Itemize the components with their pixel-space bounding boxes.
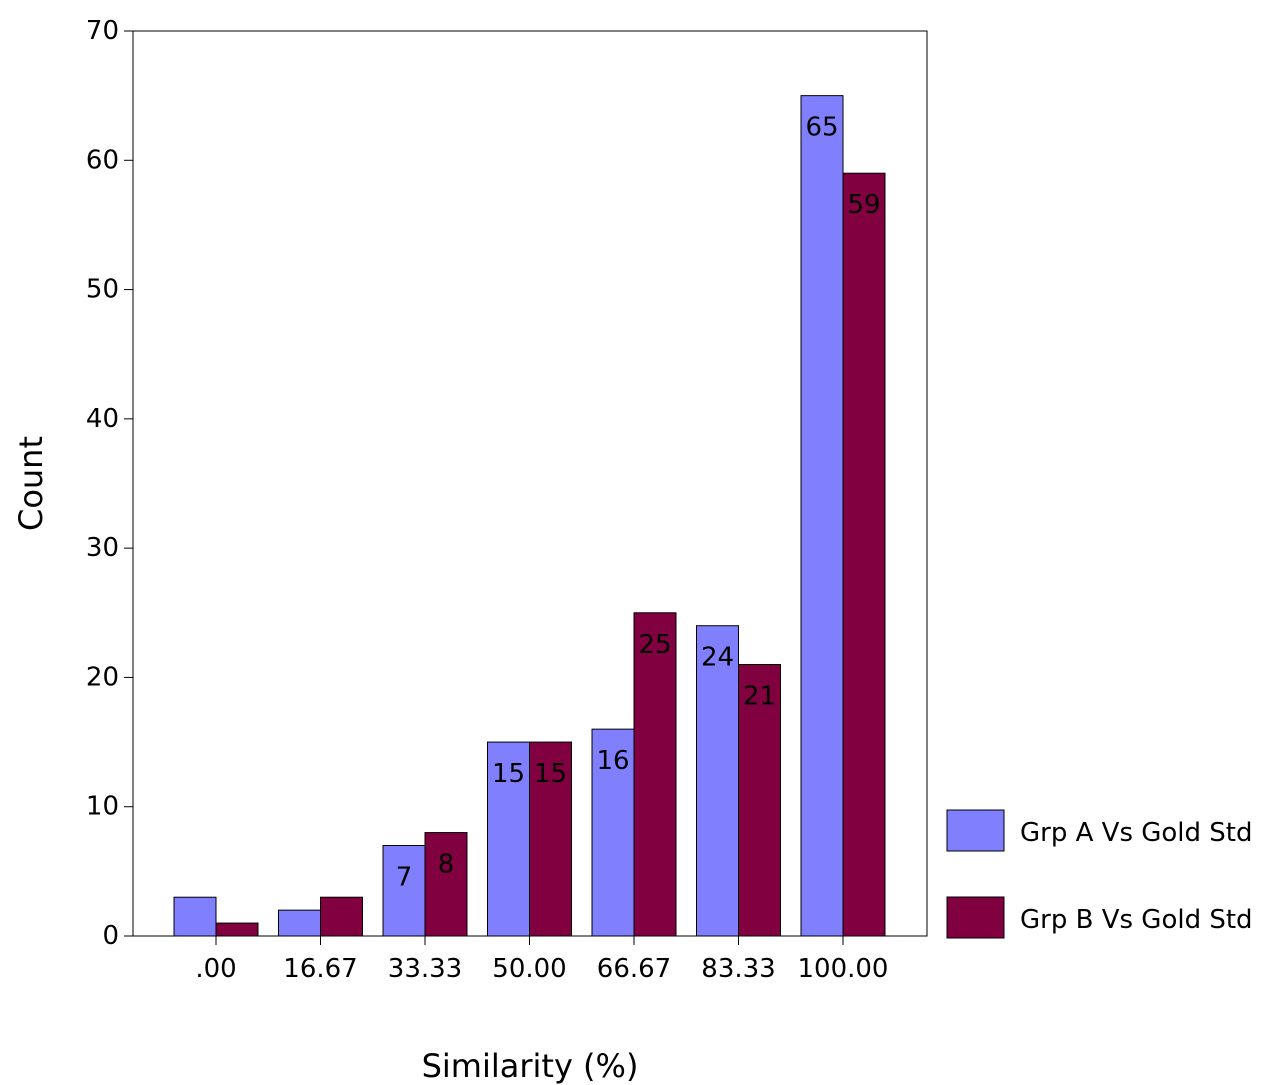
bar (591, 728, 635, 937)
bar (320, 896, 363, 937)
bar (800, 95, 844, 937)
data-label: 59 (847, 190, 880, 220)
bar (738, 664, 781, 937)
data-label: 24 (701, 643, 734, 673)
y-tick-label: 60 (86, 145, 119, 175)
bar (215, 922, 259, 937)
y-tick-label: 0 (102, 921, 119, 951)
data-label: 65 (805, 113, 838, 143)
x-tick-label: 16.67 (283, 954, 357, 984)
data-label: 7 (396, 863, 413, 893)
data-label: 8 (438, 850, 455, 880)
y-tick-label: 20 (86, 662, 119, 692)
y-axis: 0 10 20 30 40 50 60 70 (86, 16, 133, 951)
bar (173, 896, 217, 937)
data-label: 25 (638, 630, 671, 660)
x-axis: .00 16.67 33.33 50.00 66.67 83.33 100.00 (195, 936, 888, 984)
bars-layer (173, 95, 886, 937)
y-tick-label: 50 (86, 275, 119, 305)
bar (696, 625, 739, 937)
bar (424, 832, 468, 937)
y-tick-label: 30 (86, 533, 119, 563)
bar (633, 612, 677, 937)
data-label: 16 (596, 746, 629, 776)
y-tick-label: 40 (86, 404, 119, 434)
x-tick-label: 100.00 (798, 954, 889, 984)
y-tick-label: 10 (86, 792, 119, 822)
x-tick-label: 83.33 (701, 954, 775, 984)
bar (278, 909, 321, 937)
legend-swatch (946, 896, 1005, 939)
bar (842, 172, 886, 937)
bar (529, 741, 572, 937)
bar (487, 741, 530, 937)
bar (382, 845, 426, 937)
legend-swatch (946, 809, 1005, 852)
x-tick-label: 33.33 (388, 954, 462, 984)
data-label: 15 (534, 759, 567, 789)
legend-label: Grp B Vs Gold Std (1020, 905, 1253, 935)
data-label: 21 (743, 682, 776, 712)
y-tick-label: 70 (86, 16, 119, 46)
data-label: 15 (492, 759, 525, 789)
x-axis-title: Similarity (%) (422, 1047, 639, 1085)
x-tick-label: 66.67 (597, 954, 671, 984)
legend: Grp A Vs Gold Std Grp B Vs Gold Std (946, 809, 1253, 939)
x-tick-label: .00 (195, 954, 236, 984)
x-tick-label: 50.00 (492, 954, 566, 984)
y-axis-title: Count (12, 436, 50, 531)
data-labels: 7 8 15 15 16 25 24 21 65 59 (396, 113, 881, 893)
legend-label: Grp A Vs Gold Std (1020, 818, 1253, 848)
